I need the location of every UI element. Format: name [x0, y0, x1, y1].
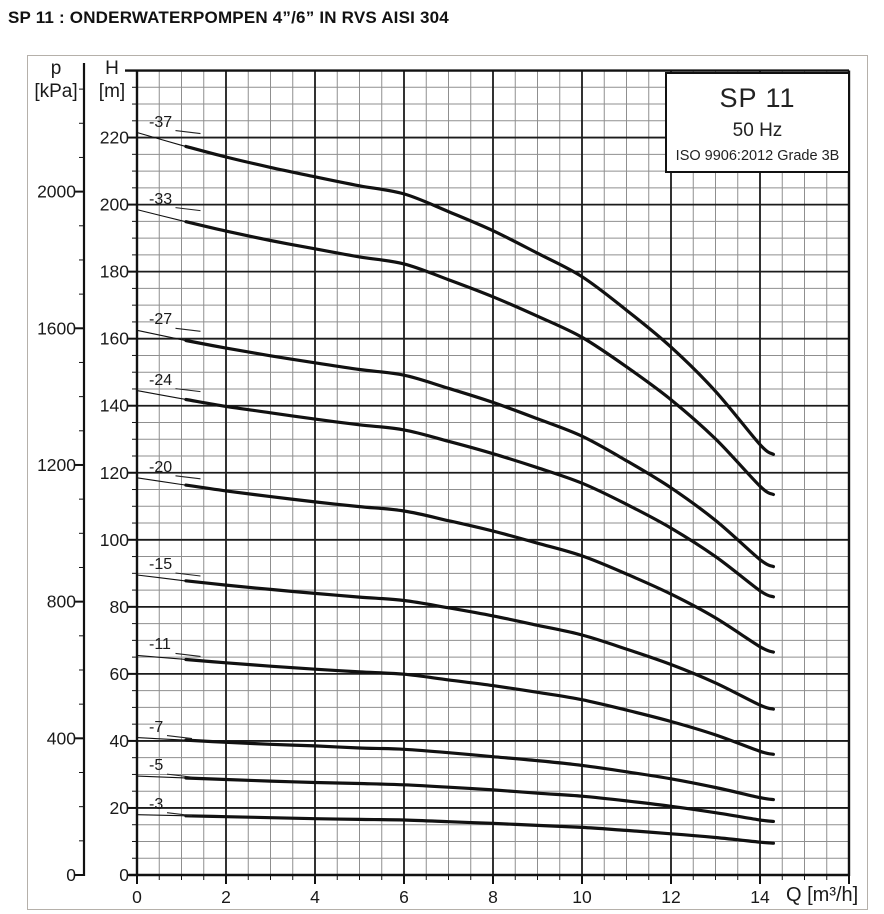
- h-tick-label: 180: [100, 262, 129, 282]
- h-tick-label: 100: [100, 530, 129, 550]
- curve--11: [184, 657, 775, 756]
- curve-label--24: -24: [149, 371, 173, 389]
- h-axis-symbol: H: [105, 58, 119, 79]
- curve--3: [184, 814, 775, 845]
- x-tick-label: 4: [310, 887, 320, 907]
- h-tick-label: 40: [110, 731, 130, 751]
- curve--20: [184, 483, 775, 654]
- p-axis-unit-label: p [kPa]: [30, 57, 82, 103]
- x-tick-label: 8: [488, 887, 498, 907]
- h-tick-label: 120: [100, 463, 129, 483]
- q-axis-unit-label: Q [m³/h]: [786, 884, 859, 906]
- curve--27: [184, 338, 775, 569]
- p-tick-label: 400: [47, 728, 76, 748]
- x-tick-label: 12: [661, 887, 680, 907]
- h-tick-label: 80: [110, 597, 130, 617]
- p-axis-unit: [kPa]: [34, 81, 78, 102]
- curve-label--5: -5: [149, 757, 164, 775]
- pump-model: SP 11: [719, 83, 796, 113]
- curve-label-leader: [175, 388, 201, 393]
- pump-info-box: SP 11 50 Hz ISO 9906:2012 Grade 3B: [665, 72, 850, 173]
- h-axis-unit: [m]: [98, 81, 126, 102]
- curve--24: [184, 397, 775, 599]
- curve-label--20: -20: [149, 458, 173, 476]
- x-tick-label: 10: [572, 887, 592, 907]
- curve-label--15: -15: [149, 555, 173, 573]
- h-tick-label: 160: [100, 329, 129, 349]
- p-tick-label: 800: [47, 592, 76, 612]
- document-title: SP 11 : ONDERWATERPOMPEN 4”/6” IN RVS AI…: [8, 8, 449, 27]
- h-tick-label: 200: [100, 195, 129, 215]
- h-tick-label: 20: [110, 798, 130, 818]
- curve-label--7: -7: [149, 718, 164, 736]
- x-tick-label: 14: [750, 887, 770, 907]
- curve-below-min-flow--3: [136, 814, 188, 817]
- curve-label-leader: [166, 735, 193, 740]
- curve-label-leader: [175, 207, 201, 212]
- curve-below-min-flow--37: [136, 131, 188, 148]
- curve-label--37: -37: [149, 113, 173, 131]
- curve--5: [184, 776, 775, 823]
- curve-below-min-flow--24: [136, 390, 188, 401]
- curve-label-leader: [166, 773, 193, 778]
- h-tick-label: 60: [110, 664, 130, 684]
- curve-label-leader: [175, 652, 201, 657]
- h-tick-label: 0: [119, 865, 129, 885]
- curve-label--27: -27: [149, 311, 173, 329]
- curve-label-leader: [175, 327, 201, 332]
- curve-below-min-flow--7: [136, 737, 188, 741]
- curve-below-min-flow--20: [136, 477, 188, 486]
- x-tick-label: 0: [132, 887, 142, 907]
- p-tick-label: 0: [66, 865, 76, 885]
- curve-label--3: -3: [149, 795, 164, 813]
- p-tick-label: 1200: [37, 455, 76, 475]
- x-tick-label: 2: [221, 887, 231, 907]
- curve--37: [184, 144, 775, 456]
- p-tick-label: 2000: [37, 182, 76, 202]
- curve--7: [184, 738, 775, 802]
- p-tick-label: 1600: [37, 318, 76, 338]
- pump-frequency: 50 Hz: [732, 120, 783, 141]
- curve-label-leader: [175, 475, 201, 480]
- curve--15: [184, 579, 775, 711]
- curve-below-min-flow--5: [136, 775, 188, 779]
- curve-label-leader: [175, 572, 201, 577]
- h-axis-unit-label: H [m]: [90, 57, 134, 103]
- x-tick-label: 6: [399, 887, 409, 907]
- curve-label-leader: [166, 812, 193, 817]
- p-axis-symbol: p: [50, 58, 62, 79]
- curve-label--33: -33: [149, 190, 173, 208]
- h-tick-label: 140: [100, 396, 129, 416]
- curve--33: [184, 220, 775, 497]
- iso-standard: ISO 9906:2012 Grade 3B: [675, 148, 840, 164]
- curve-below-min-flow--33: [136, 209, 188, 223]
- h-tick-label: 220: [100, 128, 129, 148]
- curve-below-min-flow--15: [136, 574, 188, 582]
- curve-label--11: -11: [149, 636, 171, 654]
- curve-label-leader: [175, 129, 201, 135]
